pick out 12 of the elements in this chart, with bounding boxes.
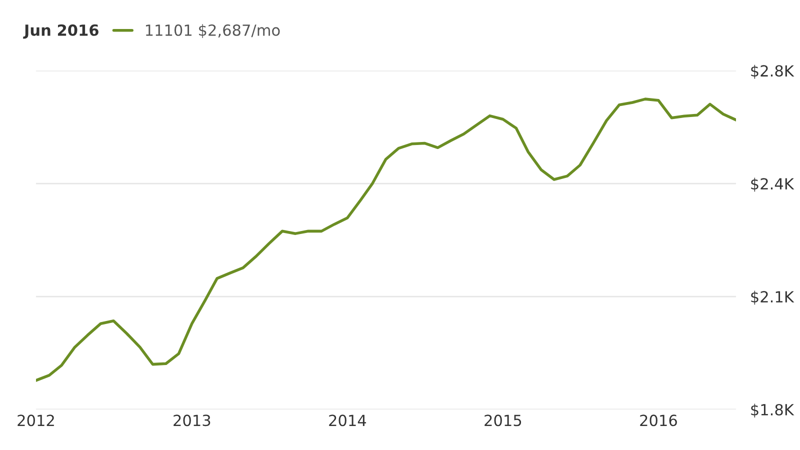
y-tick-label: $1.8K (751, 404, 794, 418)
legend-label: 11101 $2,687/mo (146, 24, 280, 38)
x-tick-label: 2012 (18, 414, 54, 426)
y-tick-label: $2.4K (751, 178, 794, 192)
chart-title: Jun 2016 (23, 24, 98, 39)
y-tick-label: $2.8K (751, 64, 794, 79)
x-tick-label: 2013 (174, 414, 210, 426)
line-series (36, 98, 736, 382)
x-tick-label: 2015 (484, 414, 522, 426)
x-tick-label: 2014 (329, 414, 366, 426)
y-tick-label: $2.1K (751, 290, 794, 305)
x-tick-label: 2016 (640, 414, 677, 426)
